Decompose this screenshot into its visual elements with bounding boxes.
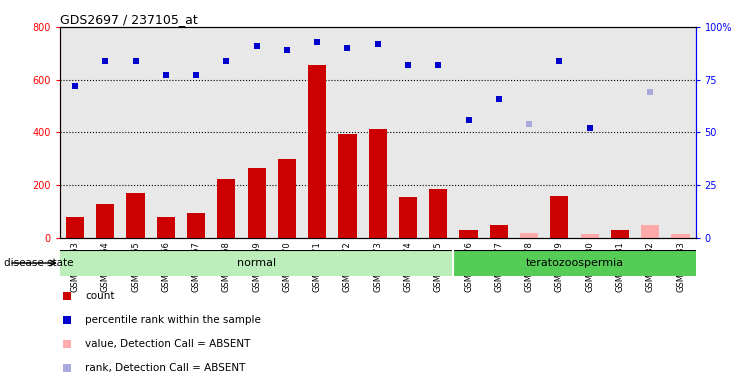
- Bar: [399, 197, 417, 238]
- Bar: [278, 159, 296, 238]
- Bar: [490, 225, 508, 238]
- Bar: [66, 217, 84, 238]
- Bar: [641, 225, 659, 238]
- Bar: [187, 213, 205, 238]
- Bar: [453, 250, 696, 276]
- Bar: [96, 204, 114, 238]
- Bar: [551, 196, 568, 238]
- Text: teratozoospermia: teratozoospermia: [526, 258, 624, 268]
- Text: GDS2697 / 237105_at: GDS2697 / 237105_at: [60, 13, 197, 26]
- Bar: [580, 234, 598, 238]
- Bar: [520, 233, 539, 238]
- Text: count: count: [85, 291, 114, 301]
- Bar: [308, 65, 326, 238]
- Bar: [611, 230, 629, 238]
- Bar: [429, 189, 447, 238]
- Text: percentile rank within the sample: percentile rank within the sample: [85, 315, 261, 325]
- Bar: [217, 179, 236, 238]
- Bar: [369, 129, 387, 238]
- Bar: [157, 217, 175, 238]
- Text: normal: normal: [237, 258, 276, 268]
- Bar: [459, 230, 478, 238]
- Text: disease state: disease state: [4, 258, 73, 268]
- Bar: [126, 193, 144, 238]
- Text: value, Detection Call = ABSENT: value, Detection Call = ABSENT: [85, 339, 251, 349]
- Bar: [60, 250, 453, 276]
- Bar: [338, 134, 357, 238]
- Bar: [248, 168, 266, 238]
- Bar: [672, 234, 690, 238]
- Text: rank, Detection Call = ABSENT: rank, Detection Call = ABSENT: [85, 363, 245, 373]
